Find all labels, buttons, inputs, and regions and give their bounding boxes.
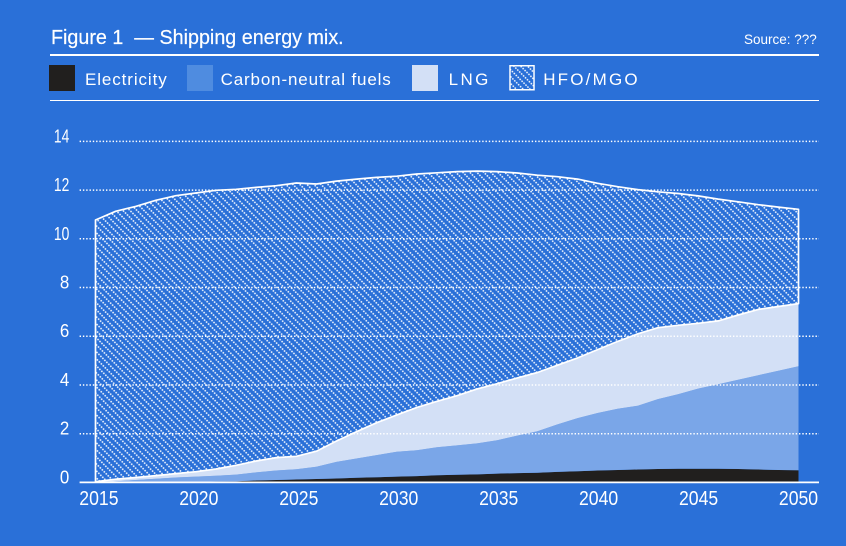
svg-text:2040: 2040 bbox=[579, 488, 618, 510]
svg-text:2015: 2015 bbox=[79, 488, 118, 510]
svg-text:2035: 2035 bbox=[479, 488, 518, 510]
svg-text:12: 12 bbox=[54, 175, 69, 195]
svg-text:2030: 2030 bbox=[379, 488, 418, 510]
svg-text:2020: 2020 bbox=[179, 488, 218, 510]
svg-text:2: 2 bbox=[60, 419, 69, 439]
svg-text:14: 14 bbox=[54, 126, 69, 146]
svg-text:0: 0 bbox=[60, 467, 69, 487]
svg-text:8: 8 bbox=[60, 273, 69, 293]
svg-text:4: 4 bbox=[60, 370, 69, 390]
svg-text:6: 6 bbox=[60, 321, 69, 341]
svg-text:2025: 2025 bbox=[279, 488, 318, 510]
svg-text:2050: 2050 bbox=[779, 488, 818, 510]
svg-text:2045: 2045 bbox=[679, 488, 718, 510]
svg-text:10: 10 bbox=[54, 224, 69, 244]
